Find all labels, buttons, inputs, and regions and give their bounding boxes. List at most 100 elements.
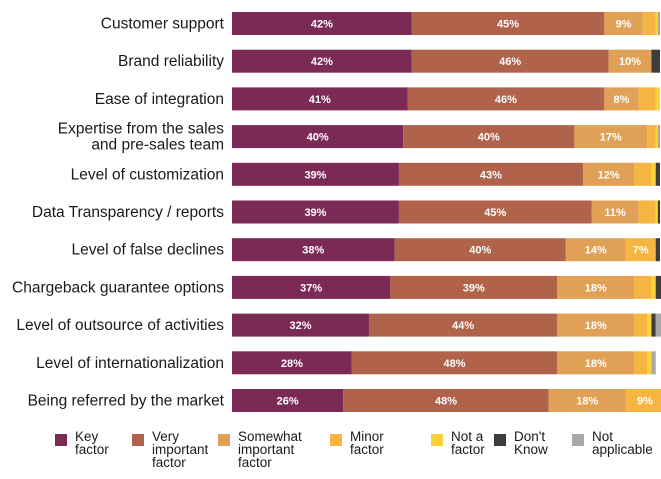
bar-segment (604, 87, 639, 111)
bar-segment (398, 200, 592, 224)
data-label: 40% (478, 132, 500, 144)
data-label: 39% (463, 282, 485, 294)
bar-segment (343, 389, 549, 412)
bar-segment (634, 313, 648, 337)
category-label: Being referred by the market (28, 393, 225, 410)
legend-swatch (55, 434, 67, 446)
bar-segment (232, 12, 412, 35)
data-label: 42% (311, 19, 333, 31)
bar-segment (232, 275, 391, 299)
data-label: 38% (302, 245, 324, 257)
bar-segment (232, 238, 395, 262)
category-labels: Customer support Brand reliability Ease of… (12, 16, 225, 410)
bar-segment (368, 313, 558, 337)
bar-segment (651, 313, 656, 337)
legend-label: Minor factor (350, 429, 384, 457)
data-label: 18% (585, 358, 607, 370)
legend-item: Very important factor (132, 430, 208, 469)
bar-segment (655, 200, 658, 224)
legend-swatch (494, 434, 506, 446)
data-label: 28% (281, 358, 303, 370)
legend-swatch (132, 434, 144, 446)
bar-segment (608, 49, 652, 73)
bar-segment (651, 351, 656, 375)
data-label: 46% (495, 94, 517, 106)
bar-segment (565, 238, 626, 262)
bar-segment (557, 351, 635, 375)
data-label: 18% (585, 282, 607, 294)
data-label: 40% (307, 132, 329, 144)
data-label: 44% (452, 320, 474, 332)
category-label: Level of internationalization (36, 355, 224, 372)
bar-segment (625, 389, 661, 412)
bar-segment (407, 87, 605, 111)
data-label: 40% (469, 245, 491, 257)
legend-swatch (218, 434, 230, 446)
bar-segment (411, 12, 605, 35)
bar-segment (232, 389, 344, 412)
legend-item: Not a factor (431, 430, 485, 456)
legend-item: Somewhat important factor (218, 430, 302, 469)
data-label: 32% (289, 320, 311, 332)
data-label: 10% (619, 56, 641, 68)
legend-swatch (330, 434, 342, 446)
data-label: 39% (304, 207, 326, 219)
bars: 42% 45% 9% 42% 46% 10% 41% 46% 8% 40% 40% 17% 39% 43%… (232, 12, 661, 412)
data-label: 18% (585, 320, 607, 332)
bar-segment (657, 200, 660, 224)
category-label: Expertise from the sales and pre-sales te… (58, 121, 225, 154)
category-label: Customer support (101, 16, 225, 33)
data-label: 42% (311, 56, 333, 68)
data-label: 39% (304, 169, 326, 181)
data-label: 48% (435, 396, 457, 408)
legend: Key factor Very important factor Somewhat … (0, 430, 661, 479)
bar-segment (398, 162, 583, 186)
bar-segment (557, 275, 635, 299)
bar-segment (232, 49, 412, 73)
data-label: 43% (480, 169, 502, 181)
legend-label: Not applicable (592, 429, 653, 457)
bar-segment (403, 125, 575, 149)
bar-segment (634, 275, 652, 299)
bar-segment (634, 162, 652, 186)
category-label: Level of customization (71, 166, 224, 183)
data-label: 11% (604, 207, 626, 219)
bar-segment (655, 275, 661, 299)
legend-label: Don't Know (514, 429, 548, 457)
data-label: 26% (277, 396, 299, 408)
bar-segment (634, 351, 648, 375)
bar-segment (574, 125, 648, 149)
legend-label: Key factor (75, 429, 109, 457)
category-label: Level of outsource of activities (16, 317, 224, 334)
bar-segment (642, 12, 656, 35)
bar-segment (351, 351, 558, 375)
bar-segment (232, 162, 399, 186)
data-label: 37% (300, 282, 322, 294)
bar-segment (232, 87, 408, 111)
data-label: 45% (484, 207, 506, 219)
bar-segment (655, 125, 658, 149)
legend-swatch (431, 434, 443, 446)
data-label: 41% (309, 94, 331, 106)
data-label: 45% (497, 19, 519, 31)
data-label: 18% (576, 396, 598, 408)
bar-segment (591, 200, 639, 224)
data-label: 46% (499, 56, 521, 68)
bar-segment (647, 351, 652, 375)
legend-swatch (572, 434, 584, 446)
bar-segment (651, 275, 656, 299)
bar-segment (655, 87, 660, 111)
bar-segment (651, 162, 656, 186)
bar-segment (655, 12, 658, 35)
bar-segment (390, 275, 558, 299)
bar-segment (548, 389, 626, 412)
category-label: Brand reliability (118, 53, 224, 70)
bar-segment (411, 49, 609, 73)
bar-segment (655, 313, 661, 337)
bar-segment (232, 200, 399, 224)
bar-segment (657, 125, 660, 149)
bar-segment (232, 125, 404, 149)
legend-item: Not applicable (572, 430, 653, 456)
data-label: 9% (616, 19, 632, 31)
bar-segment (232, 351, 352, 375)
